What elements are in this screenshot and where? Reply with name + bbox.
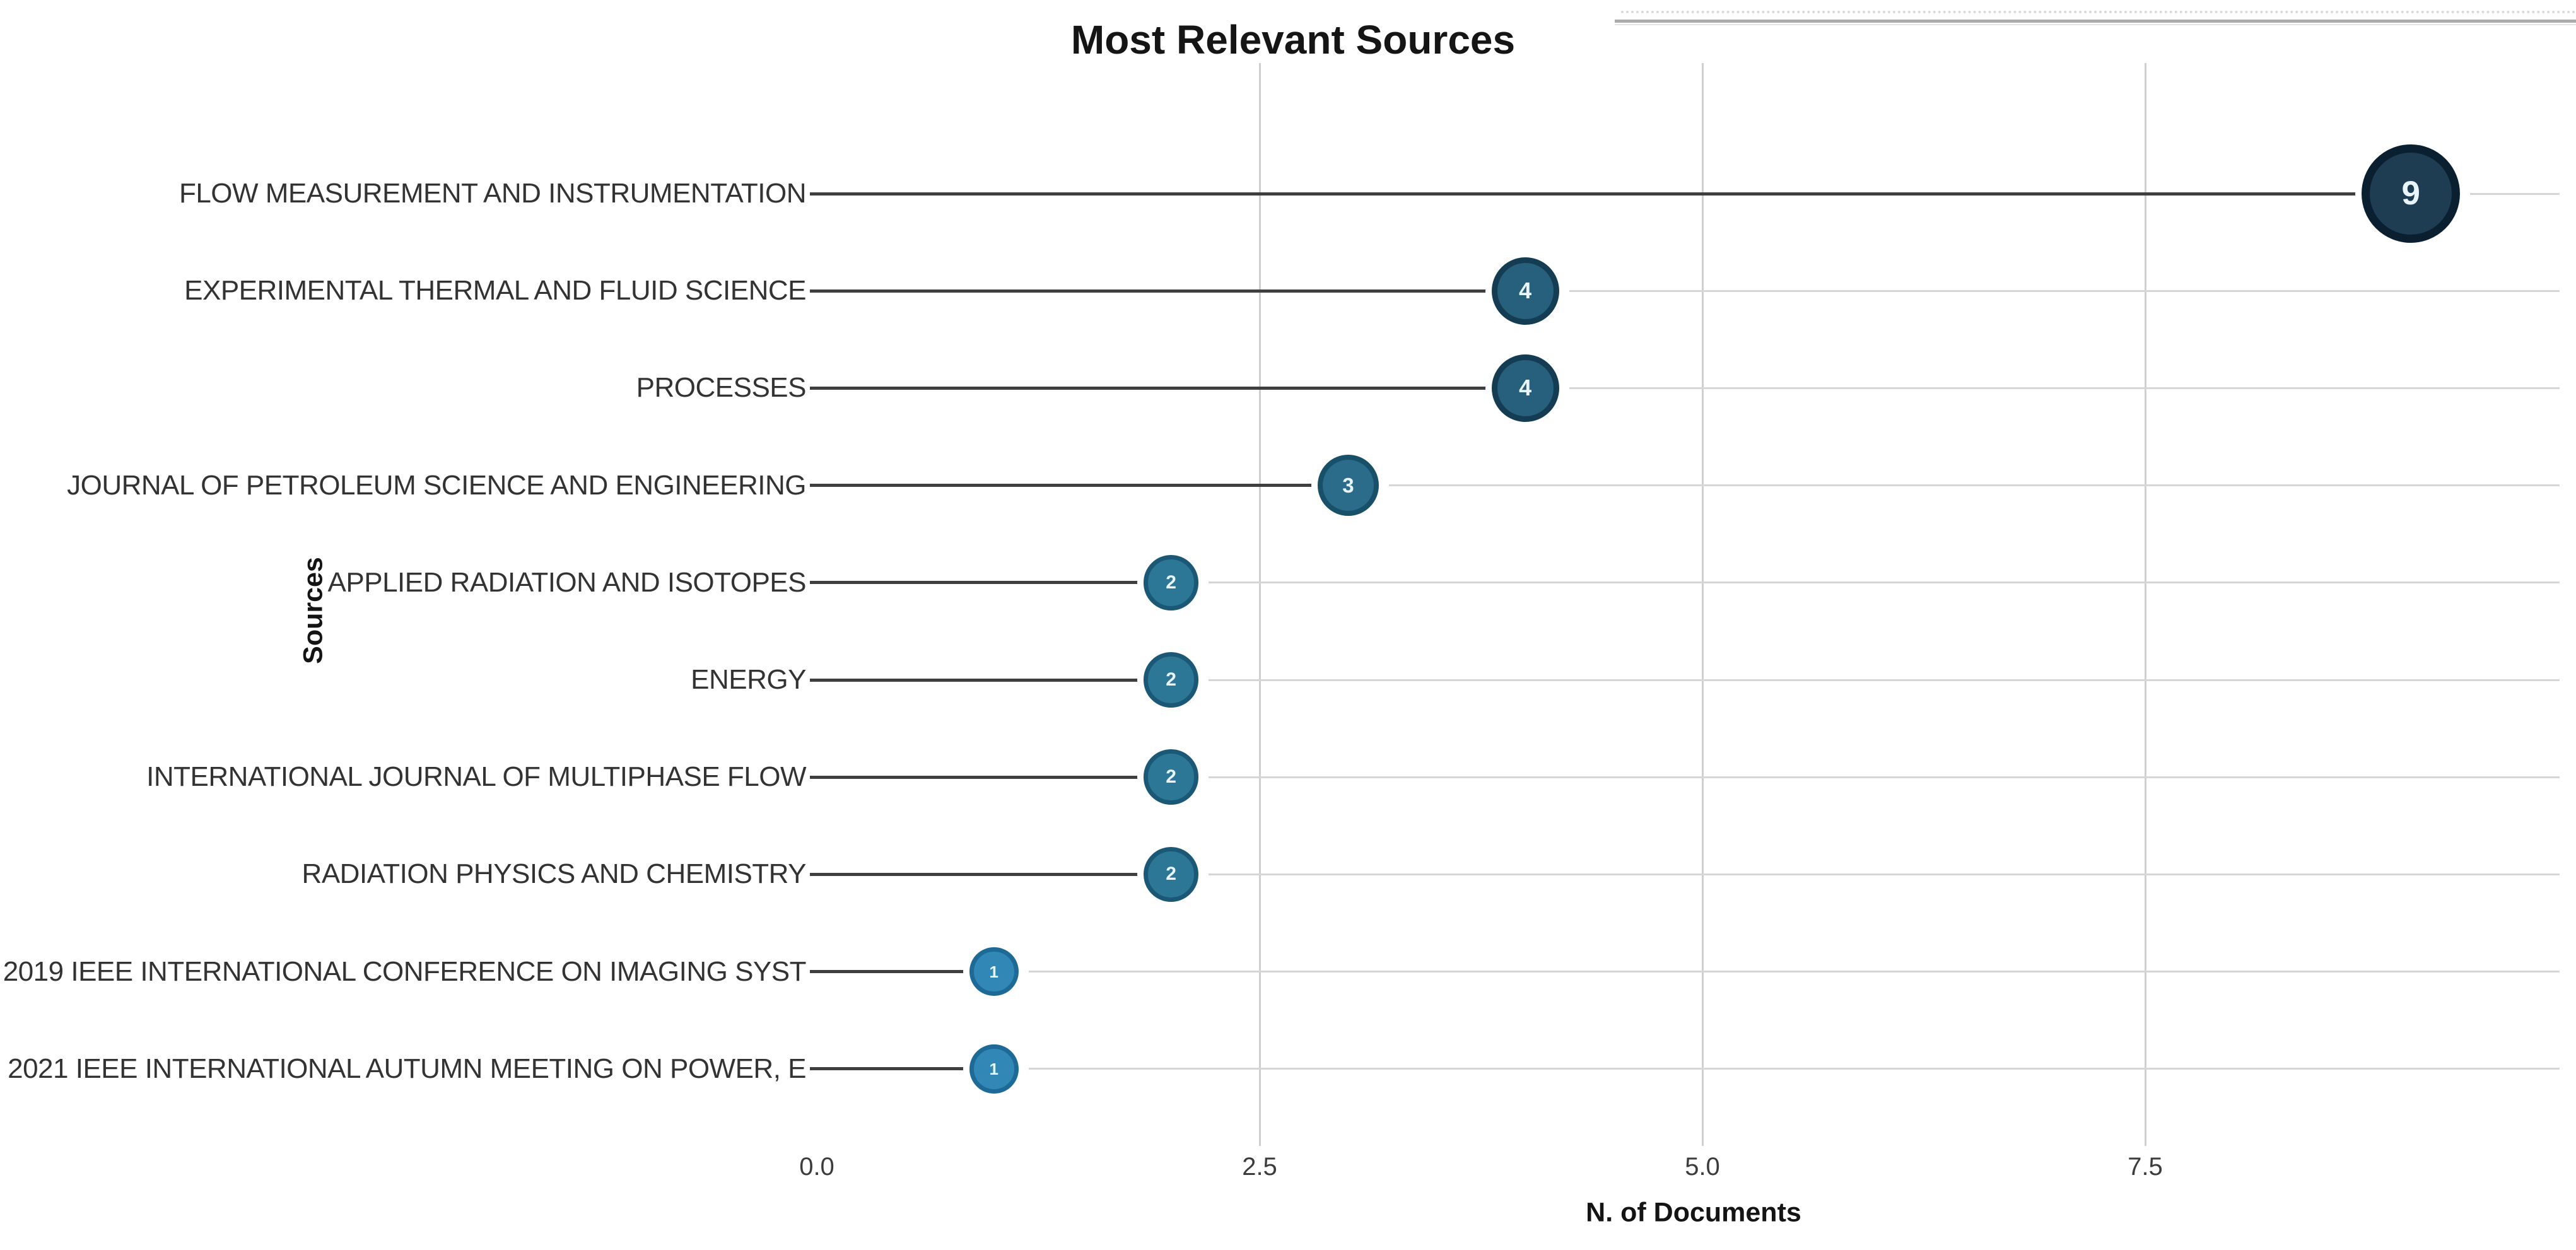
bubble-marker[interactable]: 2 bbox=[1143, 846, 1199, 902]
bubble-marker[interactable]: 1 bbox=[969, 947, 1019, 996]
bubble-value: 2 bbox=[1166, 571, 1176, 593]
stem-line bbox=[810, 1067, 966, 1071]
source-label: ENERGY bbox=[691, 664, 806, 695]
x-tick-label: 5.0 bbox=[1685, 1153, 1720, 1181]
row-guide-line bbox=[1209, 776, 2560, 778]
source-label: INTERNATIONAL JOURNAL OF MULTIPHASE FLOW bbox=[146, 761, 806, 793]
row-guide-line bbox=[1209, 873, 2560, 875]
source-label: APPLIED RADIATION AND ISOTOPES bbox=[327, 566, 807, 598]
panel-top-border bbox=[1615, 20, 2576, 23]
bubble-value: 4 bbox=[1519, 375, 1532, 401]
row-guide-line bbox=[2470, 192, 2560, 195]
source-label: JOURNAL OF PETROLEUM SCIENCE AND ENGINEE… bbox=[67, 469, 806, 501]
stem-line bbox=[810, 289, 1488, 293]
stem-line bbox=[810, 192, 2358, 196]
stem-line bbox=[810, 970, 966, 974]
chart-title: Most Relevant Sources bbox=[1070, 17, 1516, 62]
y-axis-title: Sources bbox=[298, 557, 329, 664]
bubble-value: 2 bbox=[1166, 766, 1176, 788]
x-tick-label: 7.5 bbox=[2128, 1153, 2163, 1181]
bubble-marker[interactable]: 2 bbox=[1143, 652, 1199, 708]
stem-line bbox=[810, 872, 1140, 876]
vertical-gridline bbox=[2144, 63, 2146, 1146]
source-label: 2021 IEEE INTERNATIONAL AUTUMN MEETING O… bbox=[8, 1053, 806, 1084]
bubble-value: 4 bbox=[1519, 277, 1532, 304]
stem-line bbox=[810, 678, 1140, 682]
source-label: FLOW MEASUREMENT AND INSTRUMENTATION bbox=[179, 178, 807, 209]
row-guide-line bbox=[1569, 289, 2560, 292]
source-label: RADIATION PHYSICS AND CHEMISTRY bbox=[302, 858, 807, 890]
row-guide-line bbox=[1028, 971, 2560, 973]
bubble-value: 1 bbox=[989, 1059, 999, 1078]
row-guide-line bbox=[1569, 387, 2560, 389]
stem-line bbox=[810, 775, 1140, 779]
panel-top-dotted-border bbox=[1621, 11, 2576, 13]
x-tick-label: 0.0 bbox=[799, 1153, 834, 1181]
bubble-value: 2 bbox=[1166, 669, 1176, 690]
bubble-marker[interactable]: 1 bbox=[969, 1044, 1019, 1094]
bubble-marker[interactable]: 3 bbox=[1317, 454, 1379, 517]
row-guide-line bbox=[1028, 1068, 2560, 1070]
stem-line bbox=[810, 581, 1140, 585]
row-guide-line bbox=[1389, 484, 2560, 487]
bubble-value: 2 bbox=[1166, 863, 1176, 885]
bubble-value: 3 bbox=[1342, 474, 1354, 498]
vertical-gridline bbox=[1258, 63, 1261, 1146]
bubble-marker[interactable]: 2 bbox=[1143, 555, 1199, 610]
bubble-marker[interactable]: 2 bbox=[1143, 749, 1199, 805]
bubble-marker[interactable]: 9 bbox=[2362, 144, 2461, 243]
row-guide-line bbox=[1209, 679, 2560, 681]
stem-line bbox=[810, 484, 1314, 488]
source-label: 2019 IEEE INTERNATIONAL CONFERENCE ON IM… bbox=[3, 955, 807, 987]
source-label: EXPERIMENTAL THERMAL AND FLUID SCIENCE bbox=[184, 275, 806, 307]
stem-line bbox=[810, 386, 1488, 390]
x-tick-label: 2.5 bbox=[1242, 1153, 1277, 1181]
x-axis-title: N. of Documents bbox=[1586, 1197, 1801, 1228]
panel-top-border-highlight bbox=[1615, 24, 2576, 25]
row-guide-line bbox=[1209, 581, 2560, 584]
bubble-value: 1 bbox=[989, 962, 999, 981]
bubble-marker[interactable]: 4 bbox=[1491, 354, 1559, 422]
bubble-marker[interactable]: 4 bbox=[1491, 257, 1559, 325]
source-label: PROCESSES bbox=[636, 372, 807, 404]
vertical-gridline bbox=[1701, 63, 1704, 1146]
bubble-value: 9 bbox=[2401, 175, 2420, 213]
